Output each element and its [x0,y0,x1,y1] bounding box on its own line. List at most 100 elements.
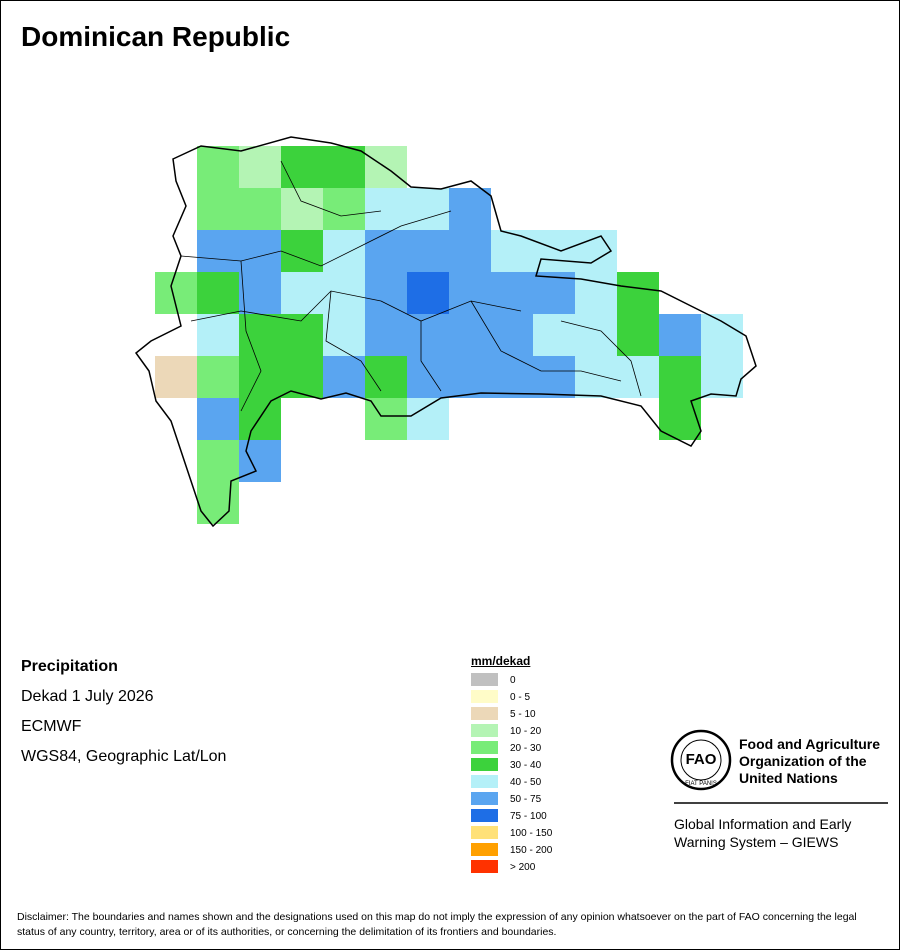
province-boundaries [180,160,642,412]
legend-label: 10 - 20 [510,726,542,737]
legend-label: 0 - 5 [510,692,530,703]
raster-cell [239,188,281,230]
raster-cell [239,230,281,272]
raster-cell [239,146,281,188]
raster-cell [701,356,743,398]
raster-cell [197,398,239,440]
raster-cell [575,356,617,398]
system-line: Global Information and Early [674,816,852,832]
raster-cell [281,230,323,272]
raster-cell [323,146,365,188]
raster-cell [533,272,575,314]
raster-cell [239,356,281,398]
system-line: Warning System – GIEWS [674,834,839,850]
legend: 0 0 - 5 5 - 10 10 - 20 20 - 30 30 - 40 40 - 50… [471,673,553,873]
raster-cell [323,314,365,356]
raster-cell [365,230,407,272]
raster-cell [281,272,323,314]
raster-cell [281,356,323,398]
raster-cell [197,356,239,398]
legend-label: 0 [510,675,516,686]
legend-label: 40 - 50 [510,777,542,788]
raster-cell [407,356,449,398]
legend-label: 100 - 150 [510,828,553,839]
raster-cell [281,146,323,188]
raster-cell [617,356,659,398]
raster-cell [365,398,407,440]
legend-swatch [471,741,498,754]
raster-cell [575,314,617,356]
raster-cell [449,230,491,272]
raster-cell [407,272,449,314]
raster-cell [533,314,575,356]
raster-cell [659,356,701,398]
organization: Food and Agriculture Organization of the… [739,736,880,787]
info-line: Dekad 1 July 2026 [21,688,154,705]
raster-cell [239,398,281,440]
raster-cell [323,272,365,314]
logo-letters: FAO [686,751,717,768]
raster-cell [407,314,449,356]
raster-cell [617,314,659,356]
legend-title: mm/dekad [471,654,531,668]
raster-cell [491,272,533,314]
raster-cell [365,272,407,314]
legend-swatch [471,758,498,771]
org-line: United Nations [739,770,838,786]
raster-cell [197,230,239,272]
legend-label: > 200 [510,862,536,873]
raster-cell [365,188,407,230]
legend-swatch [471,809,498,822]
raster-cell [197,482,239,524]
legend-label: 30 - 40 [510,760,542,771]
raster-cell [197,272,239,314]
info-heading: Precipitation [21,658,118,675]
legend-swatch [471,860,498,873]
raster-cell [239,314,281,356]
raster-cell [449,314,491,356]
raster-cell [449,356,491,398]
info-line: ECMWF [21,718,82,735]
org-line: Food and Agriculture [739,736,881,752]
legend-swatch [471,724,498,737]
raster-cell [701,314,743,356]
country-outline [134,136,757,528]
legend-label: 20 - 30 [510,743,542,754]
legend-swatch [471,792,498,805]
raster-cell [239,272,281,314]
legend-label: 5 - 10 [510,709,536,720]
raster-cell [491,314,533,356]
legend-swatch [471,775,498,788]
raster-cell [281,188,323,230]
legend-swatch [471,707,498,720]
raster-cell [407,230,449,272]
raster-cell [407,188,449,230]
org-line: Organization of the [739,753,867,769]
legend-swatch [471,673,498,686]
raster-cell [197,146,239,188]
raster-cell [449,188,491,230]
legend-swatch [471,690,498,703]
logo-motto: FIAT PANIS [685,781,717,787]
legend-label: 150 - 200 [510,845,553,856]
system-name: Global Information and Early Warning Sys… [674,815,851,851]
raster-cell [281,314,323,356]
raster-cell [533,356,575,398]
legend-swatch [471,826,498,839]
raster-cell [659,314,701,356]
raster-cell [491,356,533,398]
raster-cell [491,230,533,272]
raster-cell [323,230,365,272]
raster-cell [155,356,197,398]
legend-swatch [471,843,498,856]
fao-logo: FAO FIAT PANIS [670,729,888,804]
info-line: WGS84, Geographic Lat/Lon [21,748,227,765]
legend-label: 75 - 100 [510,811,547,822]
raster-cell [323,188,365,230]
raster-cell [323,356,365,398]
raster [155,146,743,524]
raster-cell [617,272,659,314]
map-title: Dominican Republic [21,21,291,52]
